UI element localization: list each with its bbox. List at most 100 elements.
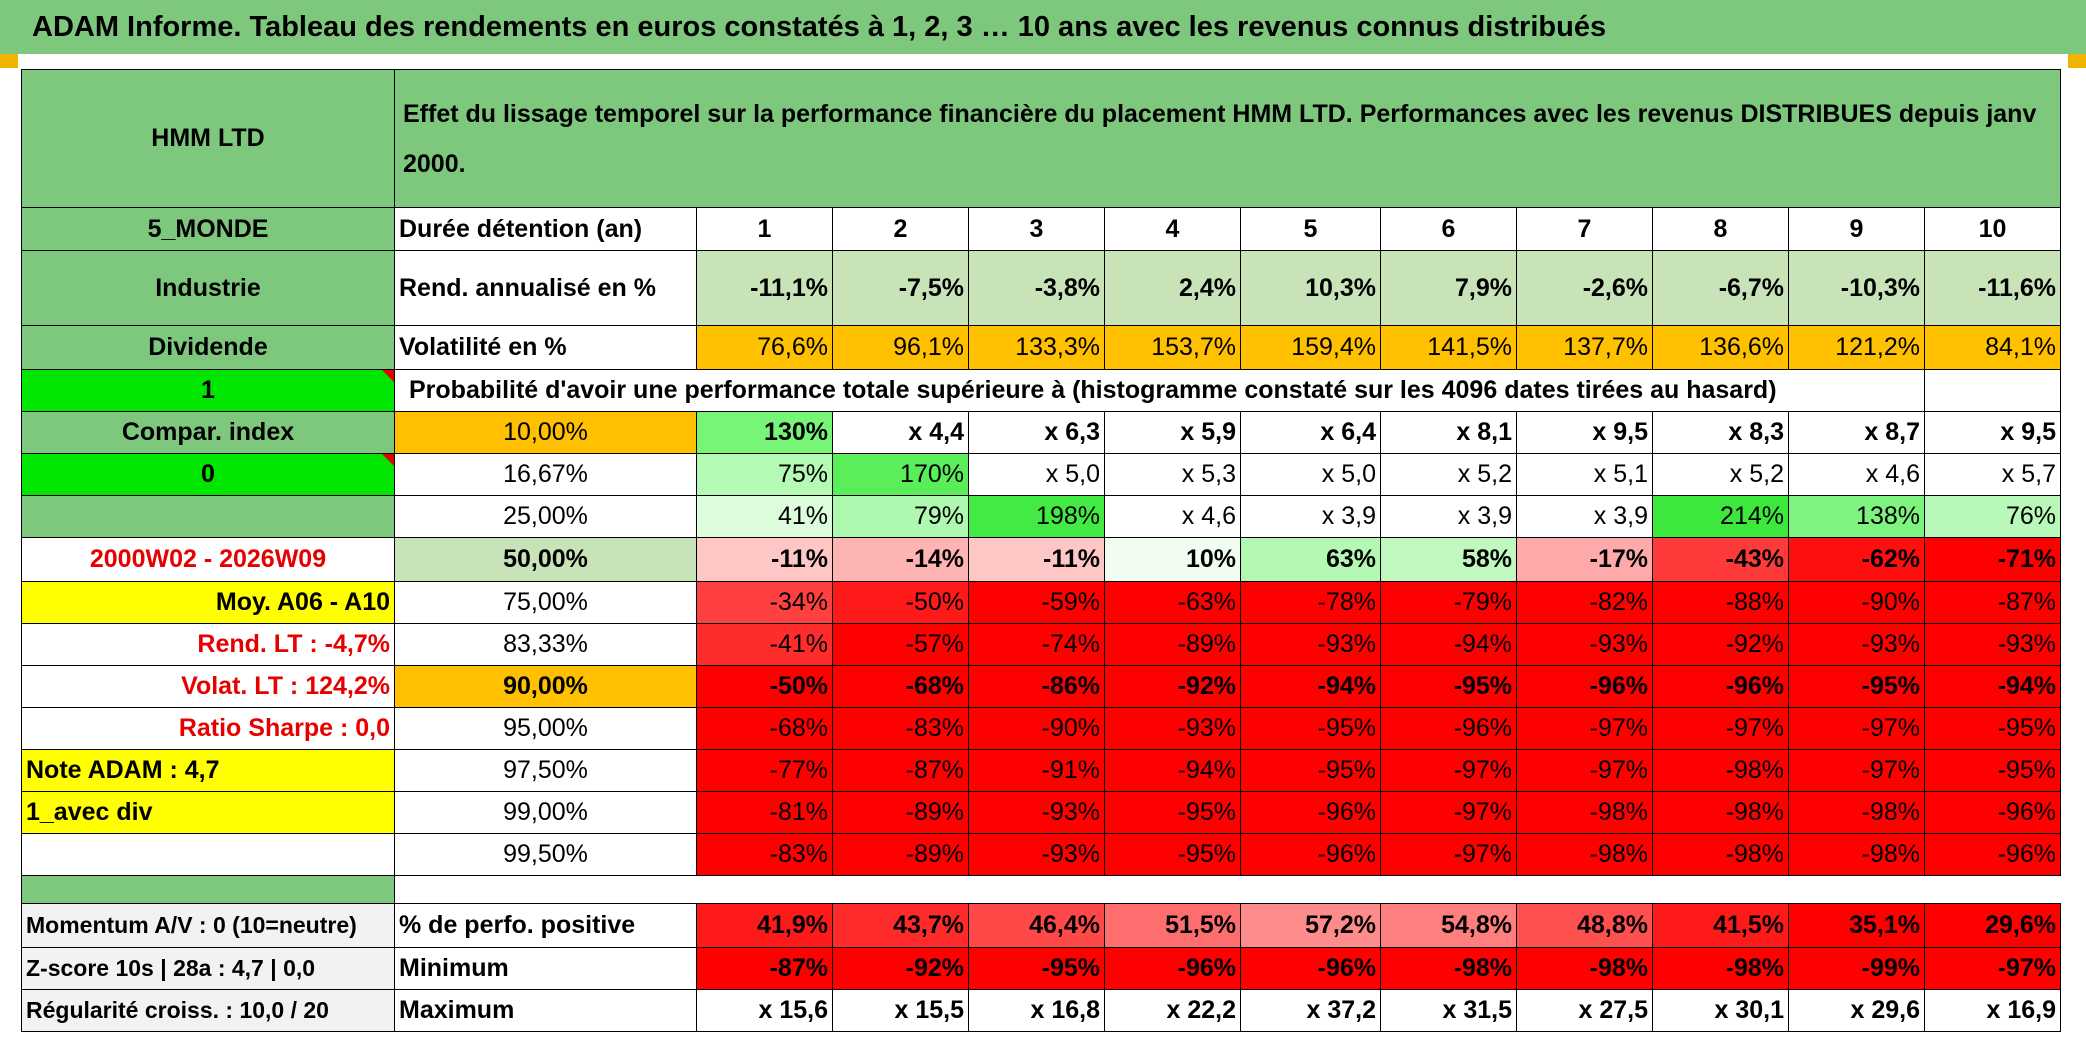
- spacer-empty: [395, 876, 2061, 904]
- probability-value: x 8,7: [1788, 411, 1925, 454]
- rend-value: -11,1%: [696, 250, 833, 326]
- note-label: Note ADAM : 4,7: [21, 749, 395, 792]
- rend-value: -11,6%: [1924, 250, 2061, 326]
- probability-threshold: 50,00%: [394, 537, 697, 582]
- probability-value: x 5,1: [1516, 453, 1653, 496]
- probability-threshold: 16,67%: [394, 453, 697, 496]
- summary-label: Maximum: [394, 989, 697, 1032]
- spacer-green: [21, 875, 395, 904]
- rend-value: -7,5%: [832, 250, 969, 326]
- probability-value: 130%: [696, 411, 833, 454]
- probability-value: 76%: [1924, 495, 2061, 538]
- probability-header: Probabilité d'avoir une performance tota…: [394, 369, 1789, 412]
- probability-value: x 3,9: [1240, 495, 1381, 538]
- probability-threshold: 97,50%: [394, 749, 697, 792]
- report-title: ADAM Informe. Tableau des rendements en …: [0, 0, 2086, 54]
- probability-value: -68%: [696, 707, 833, 750]
- summary-value: x 30,1: [1652, 989, 1789, 1032]
- summary-row: Z-score 10s | 28a : 4,7 | 0,0 Minimum -87%…: [21, 947, 2061, 990]
- probability-threshold: 99,50%: [394, 833, 697, 876]
- volatility-value: 141,5%: [1380, 325, 1517, 370]
- probability-value: -96%: [1652, 665, 1789, 708]
- summary-value: -95%: [968, 947, 1105, 990]
- probability-row: Note ADAM : 4,7 97,50% -77% -87% -91% -94% -95…: [21, 749, 2061, 792]
- probability-value: 198%: [968, 495, 1105, 538]
- summary-value: x 27,5: [1516, 989, 1653, 1032]
- probability-value: x 4,4: [832, 411, 969, 454]
- probability-value: 41%: [696, 495, 833, 538]
- summary-value: x 22,2: [1104, 989, 1241, 1032]
- probability-value: -94%: [1240, 665, 1381, 708]
- volatility-value: 136,6%: [1652, 325, 1789, 370]
- empty-cell: [21, 833, 395, 876]
- probability-value: -17%: [1516, 537, 1653, 582]
- rend-label: Rend. annualisé en %: [394, 250, 697, 326]
- sharpe-label: Ratio Sharpe : 0,0: [21, 707, 395, 750]
- probability-value: -95%: [1104, 833, 1241, 876]
- probability-value: 170%: [832, 453, 969, 496]
- probability-value: 58%: [1380, 537, 1517, 582]
- rend-value: -2,6%: [1516, 250, 1653, 326]
- volatility-value: 121,2%: [1788, 325, 1925, 370]
- probability-value: -98%: [1516, 833, 1653, 876]
- year-header: 9: [1788, 207, 1925, 251]
- probability-row: Volat. LT : 124,2% 90,00% -50% -68% -86% -92%…: [21, 665, 2061, 708]
- year-header: 8: [1652, 207, 1789, 251]
- probability-row: 99,50% -83% -89% -93% -95% -96% -97% -98% -98% -9…: [21, 833, 2061, 876]
- probability-value: x 5,3: [1104, 453, 1241, 496]
- probability-value: -87%: [1924, 581, 2061, 624]
- empty-green-cell: [21, 495, 395, 538]
- probability-value: -92%: [1652, 623, 1789, 666]
- probability-value: -94%: [1924, 665, 2061, 708]
- empty-cell: [1924, 369, 2061, 412]
- probability-value: -95%: [1788, 665, 1925, 708]
- spacer-row: [21, 875, 2061, 904]
- probability-value: -93%: [1788, 623, 1925, 666]
- volatility-row: Dividende Volatilité en % 76,6% 96,1% 13…: [21, 325, 2061, 370]
- probability-value: 138%: [1788, 495, 1925, 538]
- volatility-value: 153,7%: [1104, 325, 1241, 370]
- summary-label: Minimum: [394, 947, 697, 990]
- probability-value: -79%: [1380, 581, 1517, 624]
- rend-value: -10,3%: [1788, 250, 1925, 326]
- probability-row: 25,00% 41% 79% 198% x 4,6 x 3,9 x 3,9 x 3,9 214%…: [21, 495, 2061, 538]
- period-label: 2000W02 - 2026W09: [21, 537, 395, 582]
- probability-value: x 3,9: [1516, 495, 1653, 538]
- probability-value: x 3,9: [1380, 495, 1517, 538]
- probability-value: -90%: [968, 707, 1105, 750]
- summary-value: 51,5%: [1104, 903, 1241, 948]
- year-header: 7: [1516, 207, 1653, 251]
- probability-value: -93%: [968, 791, 1105, 834]
- probability-value: -82%: [1516, 581, 1653, 624]
- rend-value: 10,3%: [1240, 250, 1381, 326]
- probability-value: -86%: [968, 665, 1105, 708]
- performance-table: HMM LTD Effet du lissage temporel sur la…: [21, 69, 2061, 1032]
- summary-value: x 15,5: [832, 989, 969, 1032]
- volatility-value: 137,7%: [1516, 325, 1653, 370]
- zone-label: 5_MONDE: [21, 207, 395, 251]
- probability-row: Compar. index 10,00% 130% x 4,4 x 6,3 x 5,9 x …: [21, 411, 2061, 454]
- volat-lt-label: Volat. LT : 124,2%: [21, 665, 395, 708]
- summary-left-label: Régularité croiss. : 10,0 / 20: [21, 989, 395, 1032]
- avec-div-label: 1_avec div: [21, 791, 395, 834]
- moy-label: Moy. A06 - A10: [21, 581, 395, 624]
- probability-value: -97%: [1380, 833, 1517, 876]
- probability-value: x 9,5: [1924, 411, 2061, 454]
- summary-row: Momentum A/V : 0 (10=neutre)% de perfo. …: [21, 903, 2061, 948]
- probability-value: x 9,5: [1516, 411, 1653, 454]
- summary-value: x 16,9: [1924, 989, 2061, 1032]
- summary-left-label: Z-score 10s | 28a : 4,7 | 0,0: [21, 947, 395, 990]
- probability-value: -89%: [832, 833, 969, 876]
- rend-value: 2,4%: [1104, 250, 1241, 326]
- year-header: 3: [968, 207, 1105, 251]
- summary-value: 41,9%: [696, 903, 833, 948]
- summary-left-label: Momentum A/V : 0 (10=neutre): [21, 903, 395, 948]
- summary-value: x 29,6: [1788, 989, 1925, 1032]
- probability-value: -97%: [1516, 707, 1653, 750]
- probability-value: -77%: [696, 749, 833, 792]
- header-row: HMM LTD Effet du lissage temporel sur la…: [21, 69, 2061, 208]
- year-header: 4: [1104, 207, 1241, 251]
- volatility-label: Volatilité en %: [394, 325, 697, 370]
- probability-value: -95%: [1924, 707, 2061, 750]
- summary-value: -99%: [1788, 947, 1925, 990]
